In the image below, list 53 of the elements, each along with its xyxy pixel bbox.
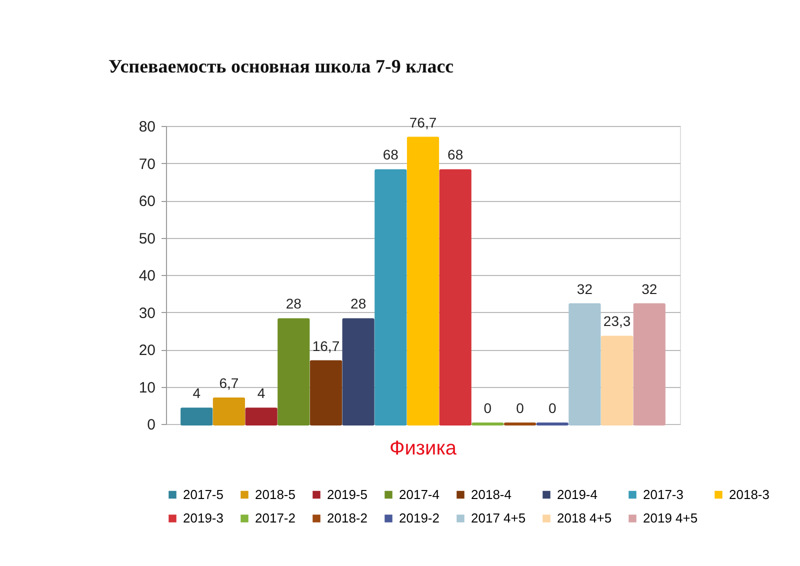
legend-label: 2018-2 [327, 510, 368, 526]
y-tick-label: 80 [138, 118, 156, 136]
data-label: 76,7 [409, 114, 437, 130]
legend-label: 2018-5 [255, 486, 296, 502]
legend-label: 2018-4 [471, 486, 512, 502]
bar [342, 318, 374, 426]
data-label: 16,7 [312, 338, 340, 354]
legend-label: 2019-2 [399, 510, 440, 526]
legend-label: 2019-3 [183, 510, 224, 526]
data-label: 32 [576, 280, 593, 297]
x-tick-label: Физика [389, 438, 458, 460]
data-label: 0 [516, 400, 524, 416]
legend-label: 2017-2 [255, 510, 296, 526]
bar [633, 303, 666, 426]
chart-title: Успеваемость основная школа 7-9 класс [108, 56, 454, 78]
bar [600, 336, 634, 426]
bar [245, 408, 278, 426]
data-label: 4 [257, 385, 266, 402]
y-tick-label: 20 [138, 342, 156, 359]
data-label: 0 [548, 400, 556, 416]
data-label: 28 [350, 296, 366, 312]
data-label: 23,3 [603, 313, 631, 330]
data-label: 28 [286, 296, 302, 312]
legend-label: 2017-4 [399, 486, 440, 502]
bar [180, 408, 213, 426]
data-label: 32 [642, 280, 658, 297]
y-tick-label: 30 [138, 304, 156, 322]
y-tick-label: 60 [138, 193, 156, 210]
legend-label: 2017-3 [643, 486, 684, 502]
y-tick-label: 40 [138, 268, 156, 284]
data-label: 0 [484, 400, 492, 416]
legend-label: 2018-3 [729, 486, 770, 502]
legend-label: 2019-5 [327, 486, 368, 502]
data-label: 4 [192, 385, 201, 402]
bar [568, 303, 601, 426]
bar [310, 360, 342, 426]
data-label: 6,7 [219, 375, 239, 392]
legend-label: 2017-5 [183, 486, 224, 502]
y-tick-label: 0 [147, 416, 156, 434]
bar [212, 398, 246, 426]
legend-label: 2018 4+5 [557, 510, 612, 526]
legend-label: 2019-4 [557, 486, 598, 502]
legend-label: 2017 4+5 [471, 510, 526, 526]
bar [439, 169, 472, 426]
bar [278, 318, 310, 426]
bar [374, 169, 407, 426]
legend-label: 2019 4+5 [643, 510, 698, 526]
bar [406, 136, 440, 426]
data-label: 68 [448, 146, 464, 163]
y-tick-label: 70 [138, 156, 156, 173]
y-tick-label: 50 [138, 230, 156, 248]
y-tick-label: 10 [138, 379, 156, 396]
data-label: 68 [382, 146, 399, 163]
